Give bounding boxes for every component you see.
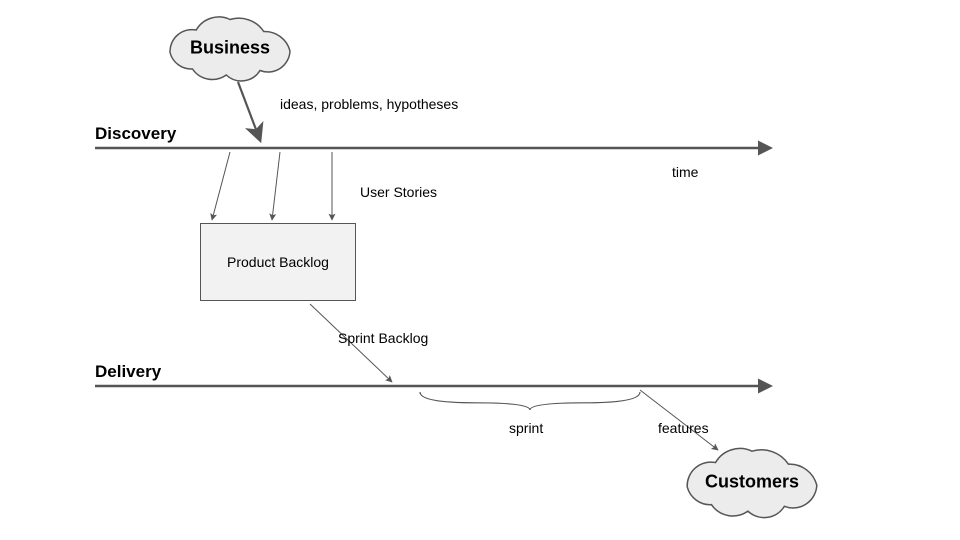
features-annotation: features <box>658 420 709 436</box>
discovery-track-label: Discovery <box>95 124 176 144</box>
customers-cloud-label: Customers <box>705 472 799 493</box>
time-axis-label: time <box>672 164 698 180</box>
arrow-story1 <box>212 152 230 220</box>
sprint-annotation: sprint <box>509 420 543 436</box>
sprint-brace <box>420 392 640 410</box>
arrow-businessToDiscovery <box>238 82 260 140</box>
business-cloud-label: Business <box>190 38 270 59</box>
delivery-track-label: Delivery <box>95 362 161 382</box>
sprint-backlog-annotation: Sprint Backlog <box>338 330 428 346</box>
product-backlog-box: Product Backlog <box>200 223 356 301</box>
product-backlog-label: Product Backlog <box>227 254 329 270</box>
arrow-story2 <box>272 152 280 220</box>
ideas-annotation: ideas, problems, hypotheses <box>280 96 458 112</box>
user-stories-annotation: User Stories <box>360 184 437 200</box>
diagram-svg <box>0 0 960 540</box>
